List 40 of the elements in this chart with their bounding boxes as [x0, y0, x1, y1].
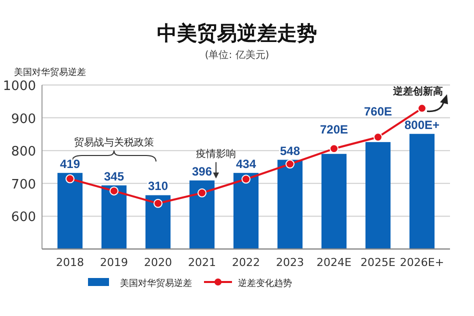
annotation: 434	[236, 156, 256, 171]
x-tick-label: 2021	[188, 256, 216, 269]
point	[418, 104, 426, 113]
x-tick-label: 2019	[100, 256, 128, 269]
x-tick-label: 2025E	[360, 256, 396, 269]
x-tick-label: 2018	[56, 256, 84, 269]
chart-title: 中美贸易逆差走势	[157, 21, 317, 45]
legend-label: 逆差变化趋势	[238, 278, 292, 289]
x-tick-label: 2022	[232, 256, 260, 269]
annotation: 345	[104, 169, 124, 184]
y-tick-label: 900	[11, 112, 36, 127]
point	[198, 188, 206, 198]
annotation: 720E	[320, 122, 348, 136]
x-tick-label: 2023	[276, 256, 304, 269]
x-tick-label: 2026E+	[400, 256, 444, 269]
x-tick-label: 2024E	[316, 256, 352, 269]
point	[242, 174, 250, 184]
y-tick-label: 800	[11, 144, 36, 160]
annotation: 310	[148, 179, 168, 194]
point	[374, 132, 382, 142]
x-tick-label: 2020	[144, 256, 172, 269]
y-tick-label: 600	[11, 210, 36, 226]
annotation: 疫情影响	[196, 148, 236, 160]
y-tick-label: 700	[11, 177, 36, 192]
point	[66, 174, 74, 184]
point	[154, 198, 162, 208]
point	[286, 160, 294, 169]
annotation: 548	[280, 144, 300, 158]
point	[330, 144, 338, 154]
y-axis-title: 美国对华贸易逆差	[14, 67, 86, 78]
point	[110, 186, 118, 196]
annotation: 逆差创新高	[392, 85, 443, 98]
y-tick-label: 1000	[2, 79, 36, 94]
annotation: 396	[192, 164, 212, 178]
chart-subtitle: (单位: 亿美元)	[204, 49, 270, 61]
legend-label: 美国对华贸易逆差	[120, 278, 192, 289]
annotation: 贸易战与关税政策	[74, 136, 154, 149]
annotation: 760E	[364, 104, 392, 119]
annotation: 800E+	[404, 118, 440, 132]
annotation: 419	[60, 156, 80, 171]
